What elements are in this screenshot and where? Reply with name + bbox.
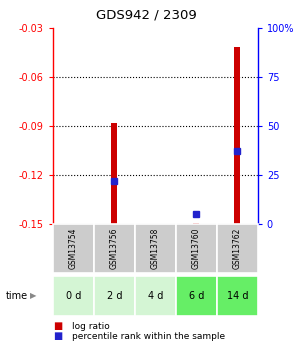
Text: 0 d: 0 d: [66, 291, 81, 301]
Text: GDS942 / 2309: GDS942 / 2309: [96, 9, 197, 22]
Text: GSM13754: GSM13754: [69, 228, 78, 269]
Text: GSM13762: GSM13762: [233, 228, 242, 269]
Text: ▶: ▶: [30, 291, 37, 300]
Bar: [234, 47, 241, 224]
Text: GSM13758: GSM13758: [151, 228, 160, 269]
Text: time: time: [6, 291, 28, 301]
Text: 2 d: 2 d: [107, 291, 122, 301]
Text: ■: ■: [53, 321, 62, 331]
Text: percentile rank within the sample: percentile rank within the sample: [72, 332, 225, 341]
Bar: [111, 123, 117, 224]
Text: 6 d: 6 d: [189, 291, 204, 301]
Text: log ratio: log ratio: [72, 322, 110, 331]
Text: GSM13756: GSM13756: [110, 228, 119, 269]
Text: ■: ■: [53, 332, 62, 341]
Text: GSM13760: GSM13760: [192, 228, 201, 269]
Bar: [193, 223, 199, 224]
Text: 4 d: 4 d: [148, 291, 163, 301]
Text: 14 d: 14 d: [226, 291, 248, 301]
